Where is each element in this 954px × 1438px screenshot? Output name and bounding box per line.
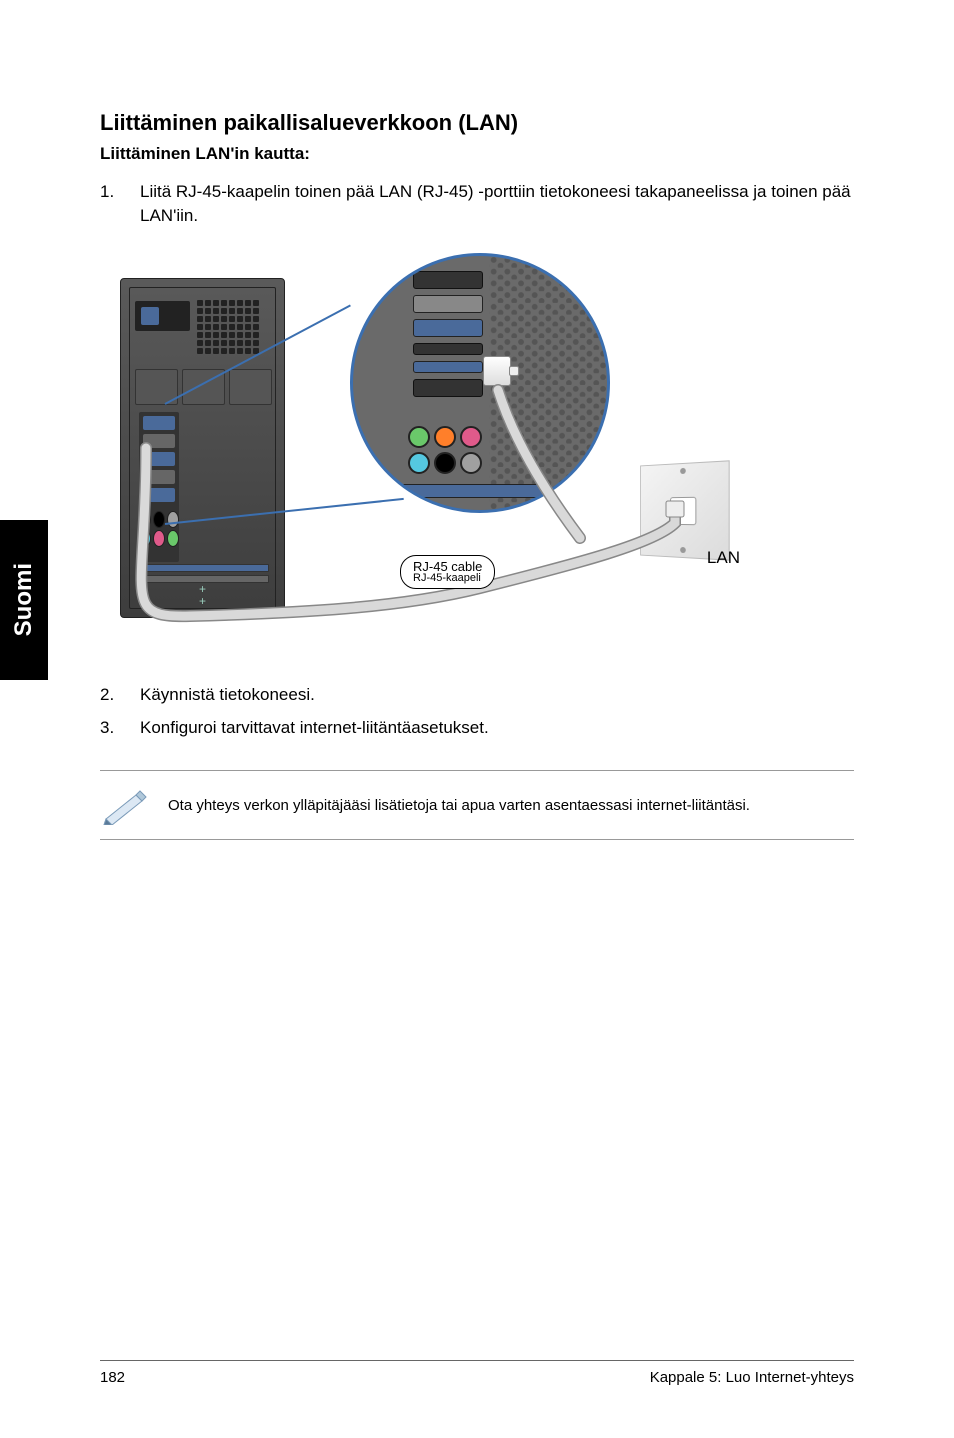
footer-page-number: 182 <box>100 1369 125 1386</box>
figure-wrap: + + <box>100 248 854 628</box>
step-3-text: Konfiguroi tarvittavat internet-liitäntä… <box>140 716 854 740</box>
wall-lan-jack <box>670 496 696 524</box>
case-marker-2: + <box>199 595 206 607</box>
footer-chapter: Kappale 5: Luo Internet-yhteys <box>650 1369 854 1386</box>
psu <box>135 301 190 331</box>
step-2-num: 2. <box>100 683 140 707</box>
step-3-num: 3. <box>100 716 140 740</box>
note-row: Ota yhteys verkon ylläpitäjääsi lisätiet… <box>100 770 854 840</box>
steps-block-2: 2. Käynnistä tietokoneesi. 3. Konfiguroi… <box>100 683 854 741</box>
step-1: 1. Liitä RJ-45-kaapelin toinen pää LAN (… <box>100 180 854 228</box>
language-tab-label: Suomi <box>10 563 38 636</box>
step-1-num: 1. <box>100 180 140 228</box>
step-1-text: Liitä RJ-45-kaapelin toinen pää LAN (RJ-… <box>140 180 854 228</box>
zoom-vga-slot <box>401 484 551 498</box>
step-3: 3. Konfiguroi tarvittavat internet-liitä… <box>100 716 854 740</box>
step-2: 2. Käynnistä tietokoneesi. <box>100 683 854 707</box>
audio-jacks <box>139 511 179 547</box>
drive-bays <box>135 369 272 405</box>
cable-label: RJ-45 cable RJ-45-kaapeli <box>400 555 495 589</box>
zoom-audio-jacks <box>408 426 482 474</box>
pencil-note-icon <box>100 785 148 825</box>
zoom-slot-cover <box>558 486 598 496</box>
language-tab: Suomi <box>0 520 48 680</box>
page-footer: 182 Kappale 5: Luo Internet-yhteys <box>100 1360 854 1386</box>
power-socket <box>141 307 159 325</box>
section-subheading: Liittäminen LAN'in kautta: <box>100 144 854 164</box>
expansion-slots <box>139 564 269 583</box>
section-title: Liittäminen paikallisalueverkkoon (LAN) <box>100 110 854 136</box>
note-text: Ota yhteys verkon ylläpitäjääsi lisätiet… <box>168 797 854 814</box>
cable-label-sub: RJ-45-kaapeli <box>413 572 482 584</box>
zoom-circle <box>350 253 610 513</box>
computer-tower: + + <box>120 278 285 618</box>
rj45-plug <box>483 356 513 398</box>
case-screw <box>199 611 207 619</box>
lan-connection-figure: + + <box>100 248 740 628</box>
page: Suomi Liittäminen paikallisalueverkkoon … <box>0 0 954 1438</box>
step-2-text: Käynnistä tietokoneesi. <box>140 683 854 707</box>
wall-lan-plate <box>640 460 730 560</box>
zoom-io-block <box>413 271 483 403</box>
lan-label: LAN <box>707 548 740 568</box>
